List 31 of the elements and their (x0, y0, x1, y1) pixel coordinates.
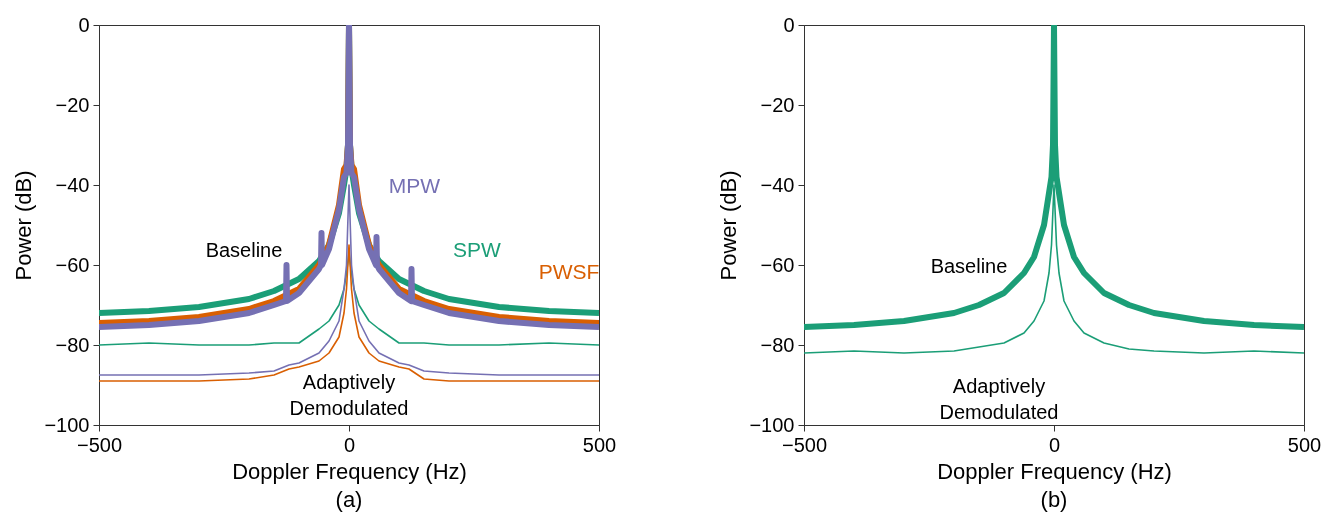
y-tick-label: −100 (44, 413, 90, 436)
x-tick-label: 500 (582, 433, 617, 456)
series-label: PWSF (538, 260, 600, 283)
y-tick-label: −20 (760, 93, 795, 116)
y-tick-label: −20 (55, 93, 90, 116)
y-tick-label: −80 (760, 333, 795, 356)
annotation: Adaptively Demodulated (939, 375, 1059, 423)
x-tick-label: −500 (781, 433, 828, 456)
y-tick-label: −80 (55, 333, 90, 356)
x-tick-label: 0 (343, 433, 356, 456)
y-tick-label: −60 (760, 253, 795, 276)
text: (b) (1040, 487, 1068, 512)
y-tick-label: −40 (55, 173, 90, 196)
annotation: Adaptively Demodulated (289, 371, 409, 419)
y-tick-label: 0 (78, 13, 90, 36)
x-tick-label: 500 (1287, 433, 1322, 456)
annotation: Baseline (930, 255, 1008, 277)
y-axis-title: Power (dB) (11, 170, 37, 281)
y-tick-label: −60 (55, 253, 90, 276)
x-tick-label: −500 (76, 433, 123, 456)
x-axis-title: Doppler Frequency (Hz) (232, 458, 467, 484)
y-axis-title: Power (dB) (716, 170, 742, 281)
y-tick-label: −100 (749, 413, 795, 436)
series-label: MPW (388, 174, 441, 197)
series-label: SPW (453, 238, 502, 261)
y-tick-label: −40 (760, 173, 795, 196)
y-tick-label: 0 (783, 13, 795, 36)
x-tick-label: 0 (1048, 433, 1061, 456)
text: (a) (335, 487, 363, 512)
x-axis-title: Doppler Frequency (Hz) (937, 458, 1172, 484)
annotation: Baseline (205, 239, 283, 261)
